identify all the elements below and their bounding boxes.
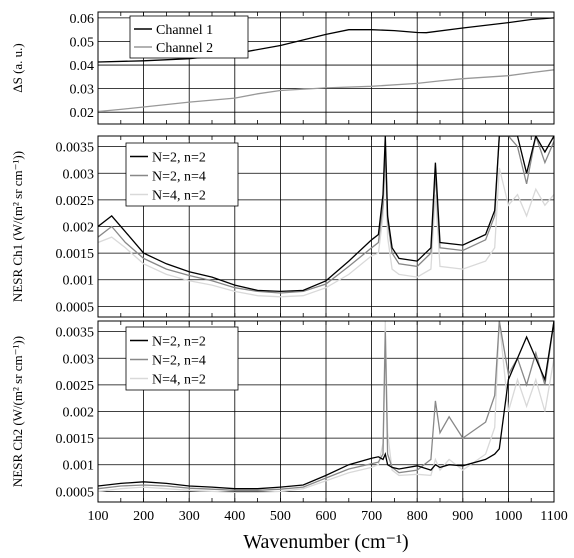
series-line (98, 321, 554, 491)
y-tick-label: 0.05 (70, 35, 95, 50)
series-group (98, 321, 554, 494)
series-group (98, 136, 554, 298)
y-tick-label: 0.04 (70, 59, 95, 74)
legend-box (125, 142, 239, 207)
x-tick-label: 600 (316, 509, 337, 524)
y-tick-label: 0.0005 (56, 485, 95, 500)
x-tick-label: 400 (224, 509, 245, 524)
y-tick-label: 0.0015 (56, 247, 95, 262)
x-tick-label: 1100 (540, 509, 567, 524)
y-axis-label: NESR Ch1 (W/(m² sr cm⁻¹)) (10, 151, 25, 302)
y-tick-label: 0.002 (63, 221, 95, 236)
plot-frame (97, 320, 555, 503)
y-axis-label: ΔS (a. u.) (10, 43, 25, 93)
y-tick-label: 0.003 (63, 352, 95, 367)
legend-label: N=2, n=2 (152, 335, 206, 350)
legend-box (125, 326, 239, 391)
series-line (98, 321, 554, 490)
y-tick-label: 0.0025 (56, 194, 95, 209)
plot-frame (97, 11, 555, 125)
legend-label: N=2, n=2 (152, 151, 206, 166)
x-tick-label: 300 (179, 509, 200, 524)
legend-label: N=4, n=2 (152, 189, 206, 204)
legend-label: N=2, n=4 (152, 170, 206, 185)
legend: N=2, n=2 N=2, n=4 N=4, n=2 (125, 142, 239, 207)
plot-frame (97, 135, 555, 318)
y-tick-label: 0.0035 (56, 326, 95, 341)
y-tick-label: 0.001 (63, 459, 95, 474)
legend-label: Channel 1 (156, 23, 213, 38)
x-axis-label: Wavenumber (cm⁻¹) (243, 531, 408, 553)
panel-2: 0.0005 0.001 0.0015 0.002 0.0025 0.003 0.0035 N… (10, 135, 555, 318)
panel-3: 0.0005 0.001 0.0015 0.002 0.0025 0.003 0.0035 N… (10, 320, 568, 553)
x-tick-label: 700 (361, 509, 382, 524)
series-line (98, 321, 554, 494)
series-line (98, 136, 554, 293)
legend-box (129, 15, 249, 59)
y-tick-label: 0.0025 (56, 379, 95, 394)
x-tick-label: 100 (88, 509, 109, 524)
x-tick-label: 800 (407, 509, 428, 524)
legend-label: N=4, n=2 (152, 373, 206, 388)
x-tick-label: 500 (270, 509, 291, 524)
y-tick-label: 0.0015 (56, 432, 95, 447)
y-axis-label: NESR Ch2 (W/(m² sr cm⁻¹)) (10, 336, 25, 487)
y-tick-label: 0.001 (63, 274, 95, 289)
y-tick-label: 0.06 (70, 12, 95, 27)
x-tick-label: 200 (133, 509, 154, 524)
legend-label: Channel 2 (156, 41, 213, 56)
x-tick-label: 900 (452, 509, 473, 524)
x-tick-label: 1000 (494, 509, 522, 524)
legend-label: N=2, n=4 (152, 354, 206, 369)
y-tick-label: 0.002 (63, 406, 95, 421)
y-tick-label: 0.0005 (56, 300, 95, 315)
y-tick-label: 0.0035 (56, 141, 95, 156)
series-line (98, 69, 554, 113)
y-tick-label: 0.03 (70, 83, 95, 98)
legend: Channel 1 Channel 2 (129, 15, 249, 59)
y-tick-label: 0.003 (63, 167, 95, 182)
y-tick-label: 0.02 (70, 106, 95, 121)
legend: N=2, n=2 N=2, n=4 N=4, n=2 (125, 326, 239, 391)
